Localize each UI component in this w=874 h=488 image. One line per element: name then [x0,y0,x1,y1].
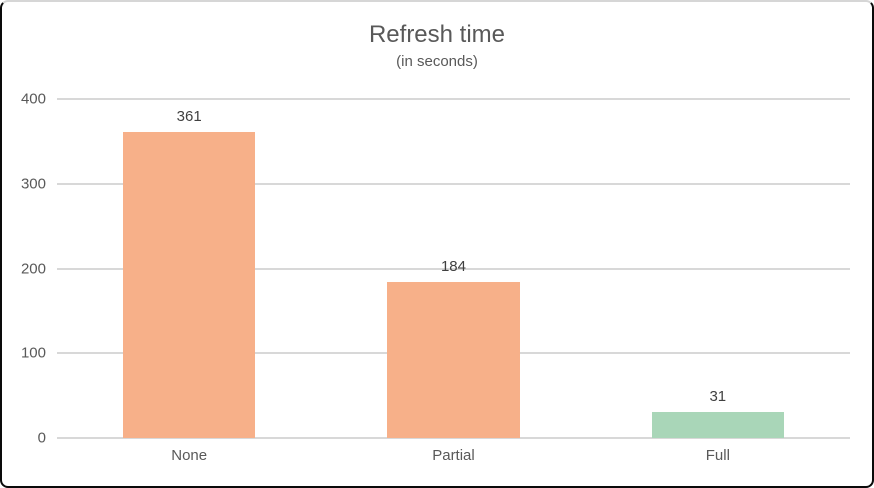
bar-full [651,411,784,438]
bar-partial [387,282,520,438]
gridline [57,98,850,100]
bar-column-none: 361 [57,99,321,438]
bar-none [123,132,256,438]
chart-title: Refresh time [368,21,506,48]
bar-value-label: 361 [176,108,202,126]
x-axis: None Partial Full [57,438,850,464]
y-axis-tick-label: 400 [20,90,46,108]
x-axis-category-label: None [171,447,208,464]
y-axis-tick-label: 0 [37,429,46,447]
bar-value-label: 184 [440,258,466,276]
y-axis-tick-label: 100 [20,344,46,362]
bars-row: 361 184 31 [57,99,850,438]
x-axis-category-label: Full [705,447,730,464]
bar-column-full: 31 [586,99,850,438]
x-axis-category-label: Partial [432,447,475,464]
y-axis: 0 100 200 300 400 [2,91,46,447]
gridline [57,437,850,439]
y-axis-tick-label: 200 [20,260,46,277]
gridline [57,267,850,270]
plot-area: 361 184 31 None Partial Full [57,98,850,464]
y-axis-tick-label: 300 [20,175,46,193]
gridline [57,182,850,185]
chart-subtitle: (in seconds) [396,53,478,70]
bar-column-partial: 184 [321,99,585,438]
bar-value-label: 31 [709,387,727,405]
